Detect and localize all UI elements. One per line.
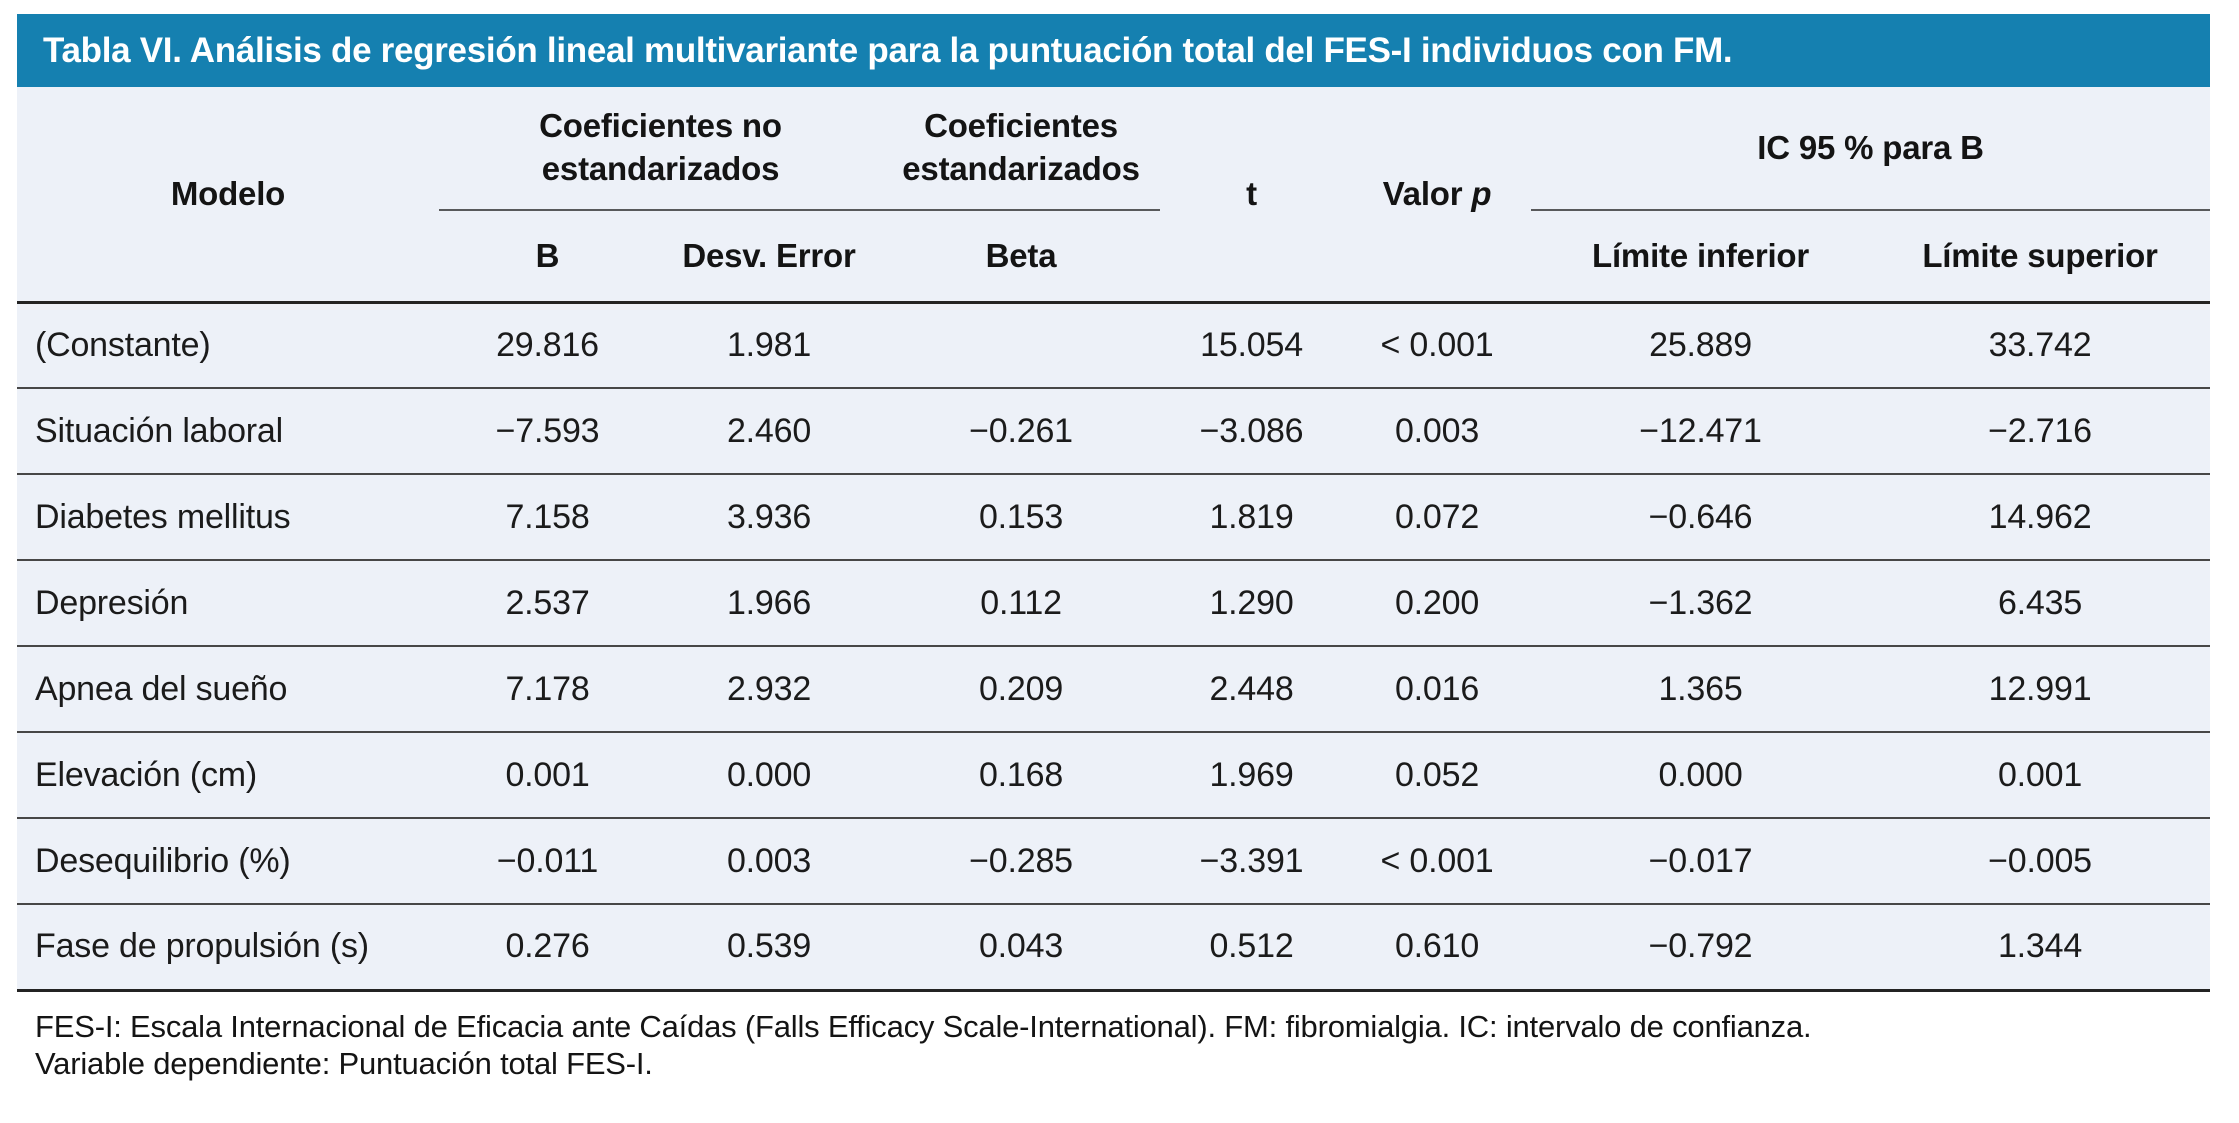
- cell-t: 1.819: [1160, 473, 1344, 560]
- footnote-line-2: Variable dependiente: Puntuación total F…: [35, 1046, 653, 1082]
- col-header-b: B: [535, 236, 560, 274]
- cell-b: 0.001: [439, 731, 656, 818]
- col-header-valor-p: Valor p: [1343, 87, 1531, 302]
- col-header-desv-error: Desv. Error: [682, 236, 856, 274]
- cell-p: < 0.001: [1343, 817, 1532, 904]
- cell-beta: −0.261: [882, 387, 1161, 474]
- cell-desv_error: 2.932: [656, 645, 883, 732]
- cell-lim_sup: 12.991: [1870, 645, 2211, 732]
- regression-table: Modelo Coeficientes no estandarizados Co…: [17, 87, 2211, 992]
- header-group-row: Modelo Coeficientes no estandarizados Co…: [17, 87, 2211, 212]
- cell-t: 1.290: [1160, 559, 1344, 646]
- cell-t: 1.969: [1160, 731, 1344, 818]
- cell-desv_error: 0.539: [656, 903, 883, 992]
- col-group-coeficientes-estandarizados: Coeficientes estandarizados: [882, 87, 1161, 211]
- cell-b: 7.178: [439, 645, 656, 732]
- cell-lim_sup: 33.742: [1870, 300, 2211, 388]
- cell-lim_sup: 6.435: [1870, 559, 2211, 646]
- cell-t: 15.054: [1160, 300, 1344, 388]
- cell-b: 0.276: [439, 903, 656, 992]
- cell-p: 0.200: [1343, 559, 1532, 646]
- cell-modelo: Apnea del sueño: [17, 645, 439, 732]
- table-body: (Constante) 29.816 1.981 15.054 < 0.001 25.88…: [17, 300, 2211, 992]
- cell-lim_inf: 25.889: [1531, 300, 1871, 388]
- table-row: Elevación (cm) 0.001 0.000 0.168 1.969 0.052 0…: [17, 731, 2211, 818]
- cell-desv_error: 0.003: [656, 817, 883, 904]
- cell-lim_sup: 1.344: [1870, 903, 2211, 992]
- cell-lim_sup: −2.716: [1870, 387, 2211, 474]
- cell-p: 0.072: [1343, 473, 1532, 560]
- cell-modelo: Diabetes mellitus: [17, 473, 439, 560]
- cell-beta: 0.043: [882, 903, 1161, 992]
- cell-lim_sup: 14.962: [1870, 473, 2211, 560]
- cell-modelo: Fase de propulsión (s): [17, 903, 439, 992]
- cell-modelo: Situación laboral: [17, 387, 439, 474]
- table-row: Diabetes mellitus 7.158 3.936 0.153 1.819 0.0…: [17, 473, 2211, 560]
- cell-lim_inf: −0.017: [1531, 817, 1871, 904]
- cell-modelo: (Constante): [17, 300, 439, 388]
- table-row: Situación laboral −7.593 2.460 −0.261 −3.086…: [17, 387, 2211, 474]
- cell-lim_sup: 0.001: [1870, 731, 2211, 818]
- col-header-t: t: [1246, 174, 1257, 212]
- table-row: Apnea del sueño 7.178 2.932 0.209 2.448 0.016…: [17, 645, 2211, 732]
- valor-p-text: Valor: [1382, 174, 1463, 212]
- cell-p: 0.016: [1343, 645, 1532, 732]
- cell-lim_inf: 1.365: [1531, 645, 1871, 732]
- col-header-beta: Beta: [985, 236, 1057, 274]
- cell-beta: [882, 300, 1161, 388]
- cell-lim_inf: 0.000: [1531, 731, 1871, 818]
- table-row: (Constante) 29.816 1.981 15.054 < 0.001 25.88…: [17, 300, 2211, 388]
- cell-lim_sup: −0.005: [1870, 817, 2211, 904]
- footnote-line-1: FES-I: Escala Internacional de Eficacia …: [35, 1008, 1812, 1044]
- cell-desv_error: 1.981: [656, 300, 883, 388]
- table-row: Depresión 2.537 1.966 0.112 1.290 0.200 −1.362…: [17, 559, 2211, 646]
- table-header: Modelo Coeficientes no estandarizados Co…: [17, 87, 2211, 302]
- footnotes: FES-I: Escala Internacional de Eficacia …: [17, 1008, 2210, 1084]
- cell-modelo: Desequilibrio (%): [17, 817, 439, 904]
- cell-lim_inf: −0.646: [1531, 473, 1871, 560]
- cell-modelo: Elevación (cm): [17, 731, 439, 818]
- cell-p: 0.610: [1343, 903, 1532, 992]
- cell-desv_error: 3.936: [656, 473, 883, 560]
- cell-p: < 0.001: [1343, 300, 1532, 388]
- col-header-limite-superior: Límite superior: [1922, 236, 2158, 274]
- cell-t: −3.391: [1160, 817, 1344, 904]
- cell-desv_error: 0.000: [656, 731, 883, 818]
- header-sub-row: B Desv. Error Beta Límite inferior Límit…: [17, 210, 2210, 302]
- cell-desv_error: 2.460: [656, 387, 883, 474]
- table-row: Fase de propulsión (s) 0.276 0.539 0.043 0.5…: [17, 903, 2211, 992]
- cell-desv_error: 1.966: [656, 559, 883, 646]
- table-title: Tabla VI. Análisis de regresión lineal m…: [43, 30, 1733, 70]
- cell-modelo: Depresión: [17, 559, 439, 646]
- cell-p: 0.052: [1343, 731, 1532, 818]
- cell-b: −0.011: [439, 817, 656, 904]
- cell-t: 2.448: [1160, 645, 1344, 732]
- cell-b: 2.537: [439, 559, 656, 646]
- cell-lim_inf: −12.471: [1531, 387, 1871, 474]
- col-group-coeficientes-no-estandarizados: Coeficientes no estandarizados: [439, 87, 883, 211]
- cell-lim_inf: −1.362: [1531, 559, 1871, 646]
- cell-b: 29.816: [439, 300, 656, 388]
- cell-b: −7.593: [439, 387, 656, 474]
- cell-b: 7.158: [439, 473, 656, 560]
- cell-beta: 0.112: [882, 559, 1161, 646]
- cell-lim_inf: −0.792: [1531, 903, 1871, 992]
- table-title-bar: Tabla VI. Análisis de regresión lineal m…: [17, 14, 2210, 87]
- cell-beta: 0.209: [882, 645, 1161, 732]
- cell-t: −3.086: [1160, 387, 1344, 474]
- table-row: Desequilibrio (%) −0.011 0.003 −0.285 −3.391…: [17, 817, 2211, 904]
- col-header-limite-inferior: Límite inferior: [1592, 236, 1810, 274]
- cell-t: 0.512: [1160, 903, 1344, 992]
- cell-beta: 0.168: [882, 731, 1161, 818]
- col-group-ic95-para-b: IC 95 % para B: [1531, 87, 2211, 211]
- page: Tabla VI. Análisis de regresión lineal m…: [17, 14, 2211, 1084]
- cell-beta: 0.153: [882, 473, 1161, 560]
- cell-p: 0.003: [1343, 387, 1532, 474]
- valor-p-symbol: p: [1471, 174, 1492, 212]
- cell-beta: −0.285: [882, 817, 1161, 904]
- col-header-modelo: Modelo: [170, 174, 286, 212]
